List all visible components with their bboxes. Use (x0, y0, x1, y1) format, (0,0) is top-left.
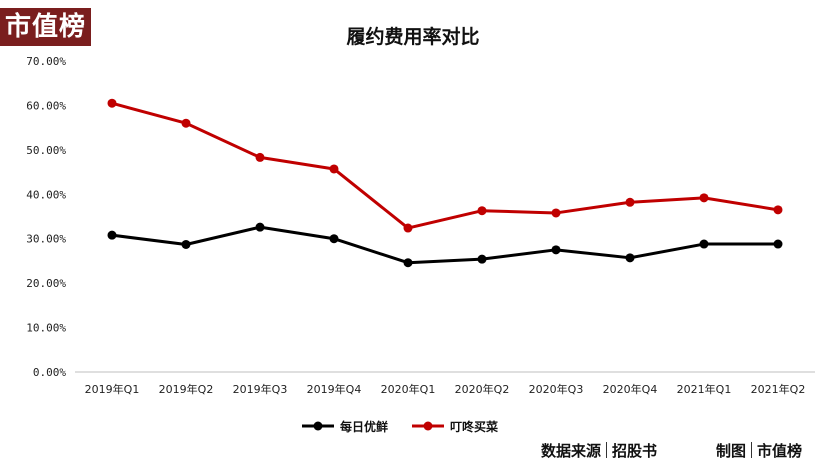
y-tick-label: 0.00% (33, 366, 66, 379)
maker-label: 制图 (716, 442, 747, 460)
y-tick-label: 70.00% (26, 55, 66, 68)
x-tick-label: 2019年Q4 (307, 382, 362, 396)
source-label: 数据来源 (541, 442, 602, 460)
legend-swatch-marker (313, 421, 323, 431)
x-tick-label: 2021年Q2 (751, 382, 806, 396)
data-point (477, 206, 487, 216)
data-point (699, 193, 709, 203)
data-point (551, 208, 561, 218)
data-point (181, 118, 191, 128)
y-tick-label: 10.00% (26, 322, 66, 335)
y-tick-label: 60.00% (26, 99, 66, 112)
x-tick-label: 2020年Q2 (455, 382, 510, 396)
y-tick-label: 50.00% (26, 144, 66, 157)
brand-logo: 市值榜 (0, 8, 91, 46)
separator (751, 442, 753, 458)
series-line-1 (111, 225, 778, 265)
x-tick-label: 2020年Q4 (603, 382, 658, 396)
x-tick-label: 2019年Q1 (85, 382, 140, 396)
x-tick-label: 2021年Q1 (677, 382, 732, 396)
data-point (181, 239, 191, 249)
legend-label: 每日优鲜 (340, 419, 388, 434)
y-tick-label: 20.00% (26, 277, 66, 290)
data-point (477, 254, 487, 264)
data-point (773, 205, 783, 215)
data-point (403, 258, 413, 268)
data-point (403, 223, 413, 233)
x-tick-label: 2019年Q3 (233, 382, 288, 396)
y-tick-label: 30.00% (26, 233, 66, 246)
data-point (255, 152, 265, 162)
chart-title: 履约费用率对比 (346, 26, 480, 48)
series-line-2 (111, 101, 779, 230)
data-point (773, 239, 783, 249)
maker-value: 市值榜 (757, 442, 803, 460)
footer-maker: 制图 市值榜 (716, 440, 802, 461)
data-point (699, 239, 709, 249)
data-point (329, 164, 339, 174)
data-point (107, 98, 117, 108)
x-tick-label: 2020年Q3 (529, 382, 584, 396)
data-point (625, 197, 635, 207)
legend-label: 叮咚买菜 (450, 419, 498, 434)
data-point (551, 245, 561, 255)
separator (606, 442, 608, 458)
footer-source: 数据来源 招股书 (541, 440, 657, 461)
x-tick-label: 2019年Q2 (159, 382, 214, 396)
source-value: 招股书 (612, 442, 658, 460)
y-tick-label: 40.00% (26, 188, 66, 201)
x-tick-label: 2020年Q1 (381, 382, 436, 396)
data-point (329, 234, 339, 244)
legend-swatch-marker (423, 421, 433, 431)
data-point (255, 222, 265, 232)
data-point (107, 230, 117, 240)
data-point (625, 253, 635, 263)
